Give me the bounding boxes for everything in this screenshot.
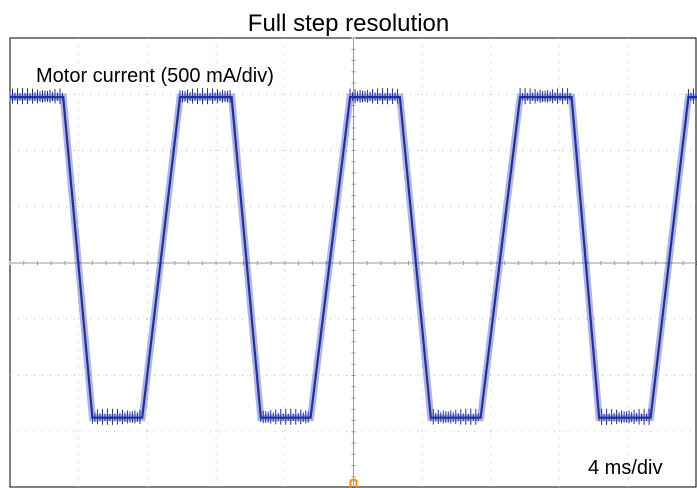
- x-axis-label: 4 ms/div: [588, 456, 662, 480]
- y-axis-label: Motor current (500 mA/div): [36, 64, 274, 88]
